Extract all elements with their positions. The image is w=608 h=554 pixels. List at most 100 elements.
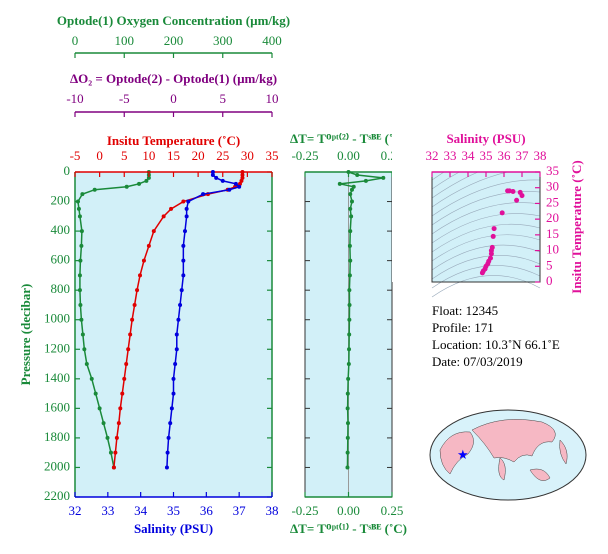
float-info: Date: 07/03/2019 [432, 354, 523, 369]
data-point [181, 258, 186, 263]
y-tick-label: 400 [51, 222, 71, 237]
data-point [120, 391, 125, 396]
data-point [348, 229, 353, 234]
data-point [237, 184, 242, 189]
data-point [347, 273, 352, 278]
x-tick-label: 32 [69, 503, 82, 518]
density-contour [431, 202, 541, 235]
data-point [181, 199, 186, 204]
x-tick-label: 30 [241, 148, 254, 163]
data-point [220, 178, 225, 183]
data-point [77, 288, 82, 293]
x-tick-label: -5 [119, 91, 130, 106]
y-tick-label: 2200 [44, 488, 70, 503]
data-point [161, 214, 166, 219]
data-point [171, 391, 176, 396]
data-point [345, 465, 350, 470]
data-point [138, 273, 143, 278]
data-point [346, 362, 351, 367]
x-tick-label: 36 [498, 148, 512, 163]
data-point [93, 391, 98, 396]
y-tick-label: 1800 [44, 429, 70, 444]
x-tick-label: 0.00 [337, 148, 360, 163]
y-tick-label: 200 [51, 193, 71, 208]
data-point [348, 192, 353, 197]
data-point [347, 317, 352, 322]
y-tick-label: 600 [51, 252, 71, 267]
x-tick-label: 25 [216, 148, 229, 163]
x-tick-label: 0.00 [337, 503, 360, 518]
data-point [108, 450, 113, 455]
data-point [337, 181, 342, 186]
data-point [214, 175, 219, 180]
data-point [347, 347, 352, 352]
x-tick-label: 100 [115, 33, 135, 48]
data-point [345, 391, 350, 396]
x-tick-label: 20 [192, 148, 205, 163]
x-tick-label: 35 [480, 148, 493, 163]
data-point [130, 317, 135, 322]
x-tick-label: 0 [96, 148, 103, 163]
x-tick-label: 37 [233, 503, 247, 518]
x-tick-label: 10 [142, 148, 155, 163]
data-point [240, 170, 245, 174]
x-tick-label: -10 [66, 91, 83, 106]
data-point [164, 465, 169, 470]
y-tick-label: 1000 [44, 311, 70, 326]
data-point [348, 258, 353, 263]
x-tick-label: -0.25 [291, 148, 318, 163]
clip-frame [392, 112, 600, 282]
data-point [519, 193, 525, 199]
y-tick-label: 10 [546, 242, 559, 257]
data-point [174, 347, 179, 352]
data-point [173, 362, 178, 367]
x-tick-label: 5 [220, 91, 227, 106]
y-tick-label: 1600 [44, 399, 70, 414]
data-point [490, 233, 496, 239]
data-point [347, 332, 352, 337]
data-point [146, 243, 151, 248]
data-point [174, 332, 179, 337]
data-point [89, 376, 94, 381]
axis-title: Salinity (PSU) [446, 131, 525, 146]
data-point [499, 210, 505, 216]
y-axis-title: Pressure (decibar) [18, 284, 33, 386]
y-tick-label: 0 [546, 273, 553, 288]
profile-line [339, 171, 384, 468]
density-contour [431, 223, 541, 253]
data-point [77, 214, 82, 219]
y-tick-label: 30 [546, 179, 559, 194]
data-point [78, 302, 83, 307]
data-point [132, 302, 137, 307]
data-point [178, 302, 183, 307]
x-tick-label: 36 [200, 503, 214, 518]
data-point [181, 273, 186, 278]
density-contour [431, 213, 541, 244]
data-point [363, 178, 368, 183]
data-point [165, 450, 170, 455]
data-point [349, 214, 354, 219]
data-point [78, 258, 83, 263]
float-location-marker: ★ [457, 447, 469, 462]
data-point [75, 199, 80, 204]
float-info: Location: 10.3˚N 66.1˚E [432, 337, 560, 352]
x-tick-label: 5 [121, 148, 128, 163]
data-point [80, 332, 85, 337]
axis-title: ΔO₂ = Optode(2) - Optode(1) (µm/kg) [70, 71, 277, 86]
y-axis-title: Insitu Temperature (˚C) [569, 160, 584, 293]
profile-line [77, 172, 150, 468]
data-point [128, 332, 133, 337]
data-point [345, 421, 350, 426]
data-point [348, 206, 353, 211]
density-contour [431, 191, 541, 226]
x-tick-label: 35 [266, 148, 279, 163]
x-tick-label: 33 [444, 148, 457, 163]
x-tick-label: 35 [167, 503, 180, 518]
float-info: Profile: 171 [432, 320, 494, 335]
data-point [166, 435, 171, 440]
data-point [491, 226, 497, 232]
data-point [97, 406, 102, 411]
data-point [151, 229, 156, 234]
data-point [345, 450, 350, 455]
data-point [79, 243, 84, 248]
